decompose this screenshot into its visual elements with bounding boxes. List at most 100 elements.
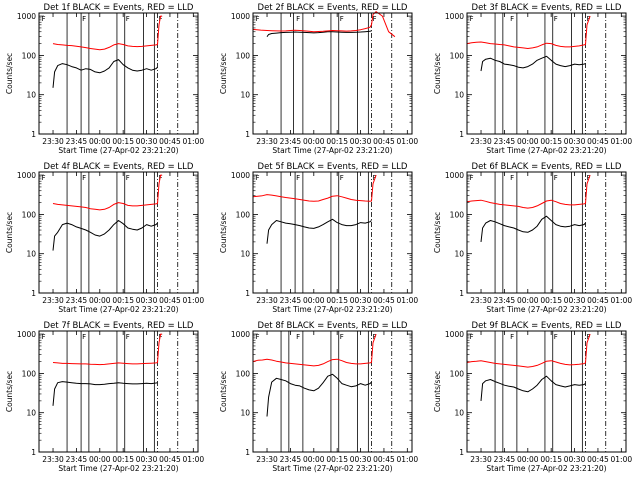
chart-title: Det 7f BLACK = Events, RED = LLD	[44, 321, 194, 331]
x-tick-label: 00:45	[159, 455, 181, 464]
flag-marker: F	[256, 333, 260, 341]
flag-marker: F	[42, 174, 46, 182]
chart-title: Det 6f BLACK = Events, RED = LLD	[472, 162, 622, 172]
x-axis-label: Start Time (27-Apr-02 23:21:20)	[272, 146, 392, 155]
chart-panel-5: Det 5f BLACK = Events, RED = LLD 23:30 23:…	[219, 162, 418, 314]
flag-marker: F	[82, 174, 86, 182]
x-tick-label: 01:00	[397, 137, 419, 146]
x-tick-label: 00:30	[136, 455, 158, 464]
y-tick-label: 100	[236, 51, 251, 60]
chart-panel-8: Det 8f BLACK = Events, RED = LLD 23:30 23:…	[219, 321, 418, 473]
x-tick-label: 23:30	[470, 296, 492, 305]
y-tick-label: 100	[450, 210, 465, 219]
y-tick-label: 100	[22, 369, 37, 378]
y-tick-label: 10	[26, 91, 36, 100]
x-tick-label: 00:00	[89, 296, 111, 305]
chart-title: Det 4f BLACK = Events, RED = LLD	[44, 162, 194, 172]
chart-panel-7: Det 7f BLACK = Events, RED = LLD 23:30 23:…	[5, 321, 204, 473]
x-tick-label: 00:45	[159, 137, 181, 146]
events-series-line	[52, 59, 158, 88]
y-axis-label: Counts/sec	[433, 212, 442, 253]
y-tick-label: 1000	[17, 12, 36, 21]
plot-frame	[38, 171, 199, 294]
y-axis-label: Counts/sec	[5, 53, 14, 94]
x-tick-label: 23:45	[66, 137, 88, 146]
x-tick-label: 00:00	[303, 455, 325, 464]
x-axis-label: Start Time (27-Apr-02 23:21:20)	[58, 305, 178, 314]
y-axis-label: Counts/sec	[433, 53, 442, 94]
x-tick-label: 00:30	[350, 296, 372, 305]
y-tick-label: 1000	[231, 171, 250, 180]
x-tick-label: 00:15	[112, 296, 134, 305]
y-tick-label: 1	[459, 448, 464, 457]
y-tick-label: 1000	[17, 330, 36, 339]
y-tick-label: 1000	[231, 12, 250, 21]
x-tick-label: 23:30	[42, 296, 64, 305]
flag-marker: F	[126, 174, 130, 182]
x-tick-label: 00:45	[373, 455, 395, 464]
plot-frame	[38, 12, 199, 135]
events-series-line	[480, 55, 586, 72]
lld-series-line	[252, 333, 377, 367]
x-tick-label: 23:30	[42, 137, 64, 146]
flag-marker: F	[372, 333, 376, 341]
chart-panel-6: Det 6f BLACK = Events, RED = LLD 23:30 23:…	[433, 162, 632, 314]
plot-frame	[466, 330, 627, 453]
flag-marker: F	[470, 333, 474, 341]
x-tick-label: 23:30	[470, 455, 492, 464]
x-tick-label: 23:45	[494, 296, 516, 305]
y-tick-label: 100	[236, 210, 251, 219]
x-tick-label: 01:00	[397, 455, 419, 464]
y-axis-label: Counts/sec	[219, 371, 228, 412]
x-tick-label: 00:15	[540, 296, 562, 305]
x-tick-label: 23:30	[256, 455, 278, 464]
y-tick-label: 1	[245, 130, 250, 139]
flag-marker: F	[126, 15, 130, 23]
x-tick-label: 00:45	[587, 455, 609, 464]
x-tick-label: 01:00	[397, 296, 419, 305]
y-tick-label: 1	[31, 289, 36, 298]
x-tick-label: 00:15	[112, 455, 134, 464]
flag-marker: F	[340, 333, 344, 341]
lld-series-line	[52, 333, 163, 366]
flag-marker: F	[82, 15, 86, 23]
flag-marker: F	[510, 174, 514, 182]
x-axis-label: Start Time (27-Apr-02 23:21:20)	[58, 464, 178, 473]
x-tick-label: 01:00	[183, 137, 205, 146]
y-tick-label: 1	[31, 130, 36, 139]
plot-frame	[252, 12, 413, 135]
x-tick-label: 23:30	[470, 137, 492, 146]
y-tick-label: 1000	[445, 330, 464, 339]
y-tick-label: 1	[245, 448, 250, 457]
y-tick-label: 100	[450, 369, 465, 378]
x-tick-label: 23:30	[42, 455, 64, 464]
x-tick-label: 01:00	[183, 296, 205, 305]
flag-marker: F	[586, 15, 590, 23]
plot-frame	[466, 12, 627, 135]
events-series-line	[52, 381, 158, 406]
flag-marker: F	[340, 174, 344, 182]
plot-frame	[252, 330, 413, 453]
flag-marker: F	[42, 333, 46, 341]
x-tick-label: 00:30	[350, 455, 372, 464]
y-tick-label: 10	[240, 409, 250, 418]
flag-marker: F	[554, 174, 558, 182]
x-tick-label: 23:45	[280, 137, 302, 146]
x-tick-label: 00:00	[303, 137, 325, 146]
x-tick-label: 23:45	[66, 455, 88, 464]
y-tick-label: 10	[26, 409, 36, 418]
x-axis-label: Start Time (27-Apr-02 23:21:20)	[486, 464, 606, 473]
x-tick-label: 00:00	[89, 137, 111, 146]
y-tick-label: 10	[240, 91, 250, 100]
flag-marker: F	[340, 15, 344, 23]
x-tick-label: 01:00	[183, 455, 205, 464]
lld-series-line	[252, 174, 377, 202]
x-axis-label: Start Time (27-Apr-02 23:21:20)	[486, 146, 606, 155]
x-tick-label: 23:45	[494, 455, 516, 464]
flag-marker: F	[470, 174, 474, 182]
events-series-line	[480, 375, 586, 401]
flag-marker: F	[554, 15, 558, 23]
x-tick-label: 00:00	[89, 455, 111, 464]
lld-series-line	[466, 15, 591, 49]
y-tick-label: 1	[459, 130, 464, 139]
